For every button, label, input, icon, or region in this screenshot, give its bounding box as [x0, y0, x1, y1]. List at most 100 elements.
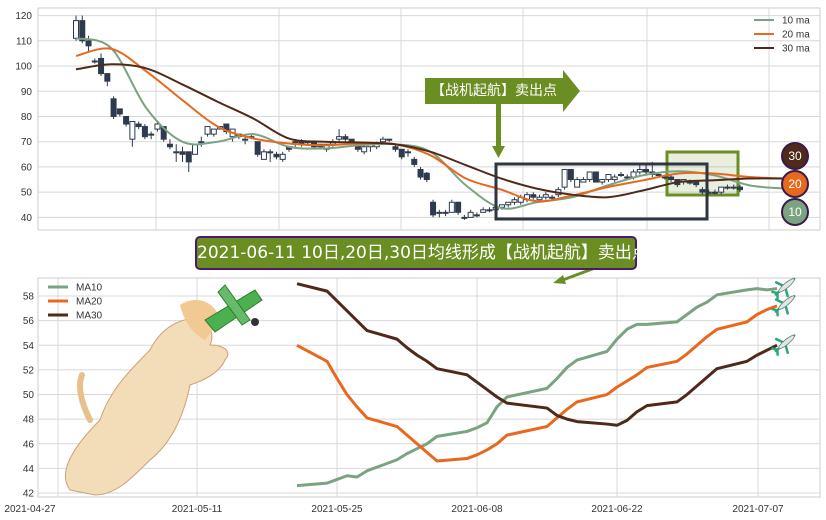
candle-body [693, 181, 700, 186]
y-tick-label: 70 [21, 137, 33, 148]
airplane-fuselage [778, 278, 795, 293]
candle-body [655, 174, 662, 176]
candle [480, 207, 487, 213]
right-arrow-shape [425, 70, 580, 112]
candle-body [442, 211, 449, 214]
candle [204, 126, 211, 137]
candle-body [724, 186, 731, 189]
legend-label: MA10 [76, 283, 103, 294]
candle-body [661, 176, 668, 179]
candle-body [417, 168, 424, 178]
y-tick-label: 42 [23, 489, 35, 500]
dog-tail [77, 372, 93, 423]
candle-body [561, 168, 568, 188]
candle-body [116, 108, 123, 115]
candle [711, 189, 718, 195]
candle-body [91, 60, 98, 63]
candle [260, 149, 267, 160]
candle [605, 174, 612, 183]
candle [223, 123, 230, 135]
candle-body [530, 194, 537, 198]
candle [617, 171, 624, 178]
candle-body [430, 201, 437, 216]
candle [386, 138, 393, 142]
candle [210, 128, 217, 137]
candle-body [154, 123, 161, 130]
candle [592, 171, 599, 183]
candle-body [448, 201, 455, 213]
candle-body [611, 176, 618, 181]
candle-body [542, 194, 549, 198]
y-tick-label: 54 [23, 341, 35, 352]
candle-body [279, 153, 286, 160]
candle-body [260, 151, 267, 160]
candle [179, 146, 186, 162]
candle-body [166, 143, 173, 148]
x-tick-label: 2021-06-08 [451, 504, 503, 515]
candle-body [336, 136, 343, 140]
y-tick-label: 120 [15, 11, 32, 22]
y-tick-label: 110 [16, 36, 32, 47]
candle-body [436, 211, 443, 214]
candle-body [123, 115, 130, 125]
candle [148, 131, 155, 140]
candle [486, 207, 493, 213]
candle-body [592, 171, 599, 183]
y-tick-label: 58 [23, 292, 35, 303]
candle [116, 108, 123, 117]
legend-label: MA20 [76, 297, 103, 308]
candle-body [104, 73, 111, 82]
candle [561, 168, 568, 190]
banner-pointer-arrowhead [553, 275, 566, 284]
candle [611, 174, 618, 183]
candle-body [204, 126, 211, 135]
candle [342, 134, 349, 142]
candle [643, 164, 650, 175]
candle [448, 199, 455, 213]
candle-body [467, 211, 474, 218]
candle-body [223, 123, 230, 133]
candle [467, 209, 474, 218]
dog-head [180, 300, 220, 340]
legend-label: 30 ma [782, 44, 810, 55]
candle-body [668, 176, 675, 181]
legend-label: 20 ma [782, 30, 810, 41]
candle [737, 184, 743, 193]
candle [699, 187, 706, 195]
ma-line-20-ma [75, 47, 786, 203]
candle-body [386, 138, 393, 141]
candle-body [85, 40, 92, 47]
candle-body [185, 151, 192, 163]
highlight-box-dark [494, 162, 709, 221]
candle-body [711, 191, 718, 194]
toy-plane-wheel [251, 318, 259, 326]
candle-body [379, 138, 386, 143]
candle [586, 171, 593, 183]
candle-body [160, 126, 167, 140]
dog-body [64, 317, 229, 496]
candle-body [423, 172, 430, 181]
candle-body [135, 123, 142, 128]
y-tick-label: 44 [23, 464, 35, 475]
candle-body [480, 209, 487, 213]
candle-body [730, 186, 737, 189]
candle [636, 164, 643, 175]
candle [724, 184, 731, 190]
toy-plane-illustration [204, 284, 263, 333]
candle-body [398, 148, 405, 158]
candle [254, 141, 261, 157]
candle [580, 177, 587, 183]
candle [511, 197, 518, 205]
ma-line-MA10 [296, 287, 778, 488]
candle [417, 166, 424, 180]
airplane-icon [771, 277, 796, 300]
candle-body [192, 143, 199, 155]
candle-body [505, 201, 512, 206]
y-tick-label: 80 [21, 112, 33, 123]
candle-body [461, 216, 468, 219]
candle-body [361, 146, 368, 153]
candle [668, 174, 675, 183]
x-tick-label: 2021-05-25 [311, 504, 363, 515]
y-tick-label: 48 [23, 415, 35, 426]
sell-point-arrow-label: 【战机起航】卖出点 [431, 83, 557, 99]
